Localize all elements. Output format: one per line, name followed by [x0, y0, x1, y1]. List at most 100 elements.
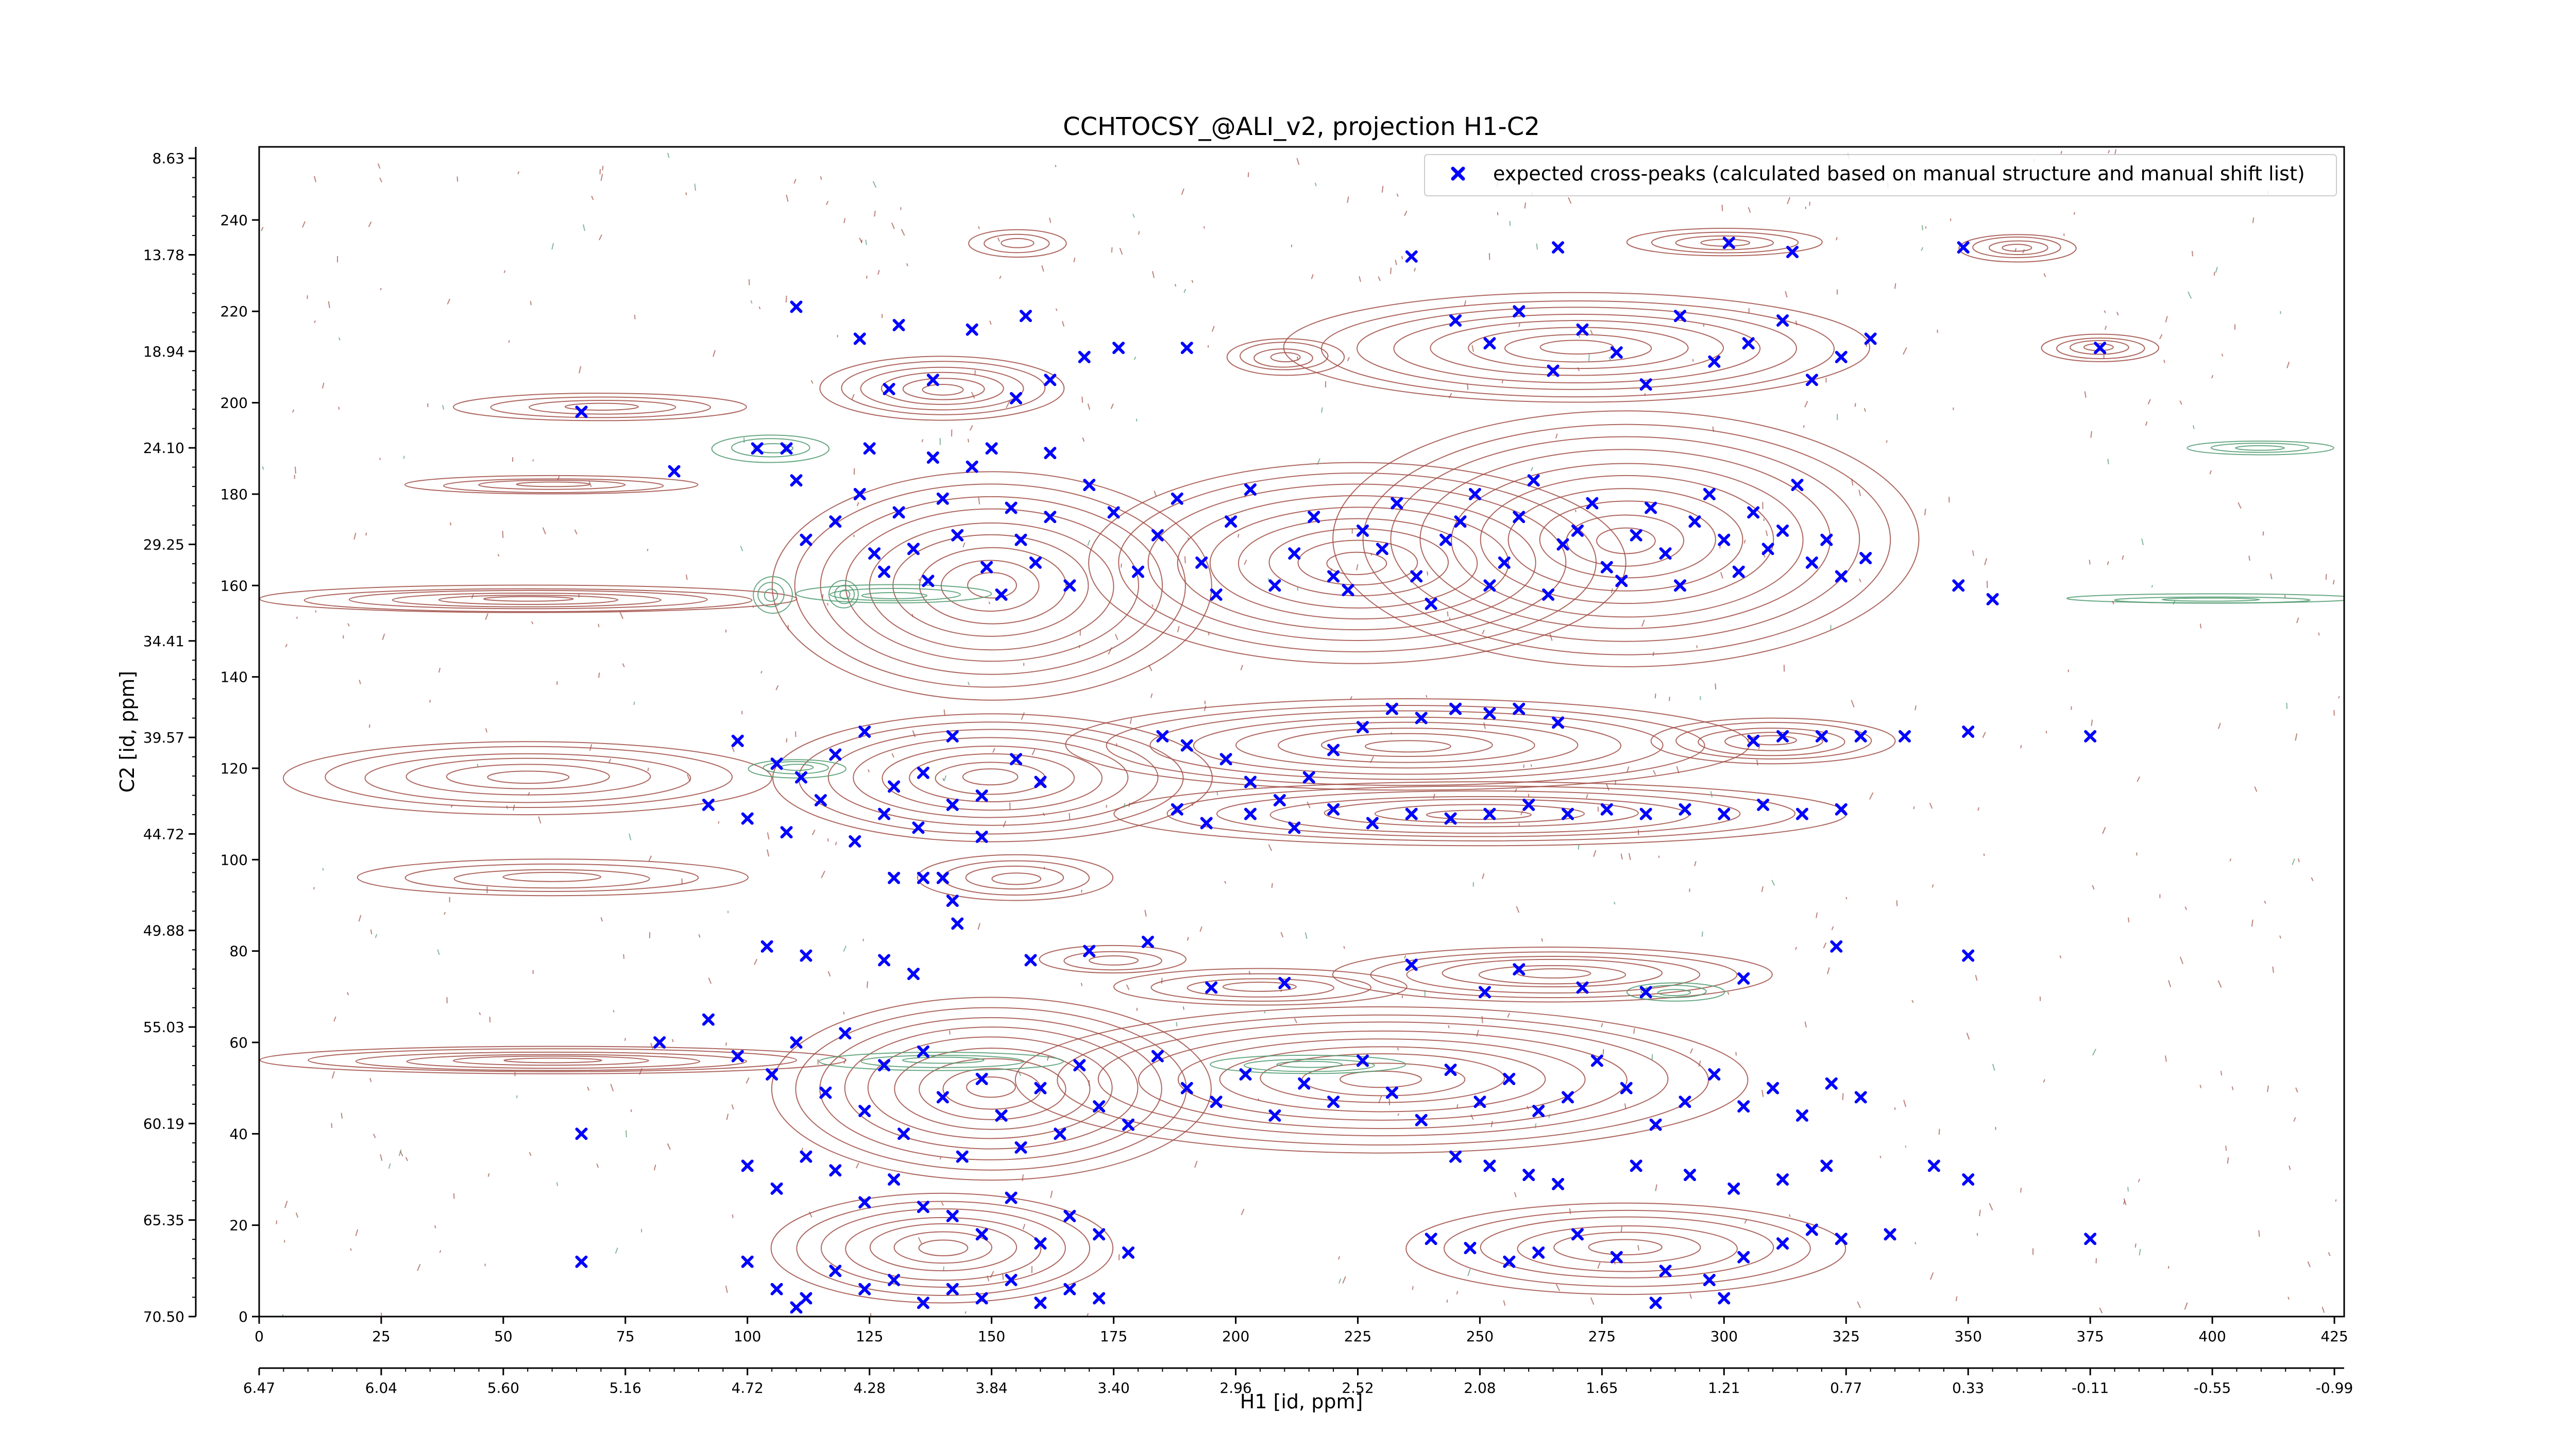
expected-peak-marker — [1576, 981, 1589, 994]
noise-speck — [694, 183, 697, 191]
noise-speck — [1132, 213, 1135, 218]
expected-peak-marker — [1679, 803, 1691, 816]
contour-ridge — [867, 1036, 1113, 1139]
noise-speck — [1527, 1105, 1529, 1110]
expected-peak-marker — [1405, 958, 1418, 971]
expected-peak-marker — [1737, 1251, 1750, 1263]
expected-peak-marker — [1703, 487, 1716, 500]
noise-speck — [918, 1237, 922, 1244]
expected-peak-marker — [1063, 1209, 1076, 1222]
x-axis-label: H1 [id, ppm] — [1240, 1390, 1363, 1413]
noise-speck — [1154, 491, 1157, 497]
noise-speck — [1913, 806, 1915, 810]
noise-speck — [1516, 906, 1520, 913]
contour-ridge — [820, 496, 1163, 675]
expected-peak-marker — [790, 474, 803, 487]
x-tick-label: 150 — [978, 1328, 1005, 1345]
noise-speck — [529, 1152, 532, 1156]
expected-peak-marker — [1586, 497, 1599, 510]
noise-speck — [2089, 560, 2091, 565]
expected-peak-marker — [1073, 1059, 1086, 1072]
noise-speck — [1414, 267, 1416, 272]
noise-speck — [1611, 588, 1613, 594]
expected-peak-marker — [1425, 1233, 1437, 1245]
noise-speck — [1448, 393, 1452, 398]
noise-speck — [1816, 912, 1818, 918]
noise-speck — [2238, 502, 2242, 509]
plot-area — [259, 147, 2344, 1317]
expected-peak-marker — [1415, 1114, 1428, 1126]
noise-speck — [1701, 931, 1703, 937]
contour-ridge — [909, 753, 1075, 802]
noise-speck — [2272, 966, 2274, 973]
noise-speck — [1006, 400, 1010, 408]
y-tick-label: 100 — [221, 851, 248, 868]
noise-speck — [1433, 794, 1435, 799]
contour-ridge — [502, 871, 602, 882]
noise-speck — [1601, 1023, 1603, 1027]
noise-speck — [1126, 984, 1130, 990]
noise-speck — [1338, 1278, 1342, 1284]
noise-speck — [758, 306, 761, 310]
noise-speck — [2165, 316, 2168, 323]
contour-ridge — [2002, 244, 2032, 252]
contour-ridge — [2041, 333, 2160, 362]
noise-speck — [2073, 212, 2076, 215]
noise-speck — [912, 730, 916, 737]
noise-speck — [1857, 1301, 1861, 1308]
noise-speck — [1271, 883, 1273, 888]
noise-speck — [1482, 629, 1485, 635]
noise-speck — [1003, 820, 1007, 828]
contour-ridge — [1724, 732, 1823, 751]
noise-speck — [970, 425, 973, 431]
contour-ridge — [1113, 968, 1408, 1006]
contour-negative — [764, 588, 778, 602]
expected-peak-marker — [1835, 1233, 1848, 1245]
noise-speck — [598, 624, 600, 628]
noise-speck — [1541, 938, 1543, 942]
noise-speck — [1555, 1284, 1561, 1291]
y-axis-label: C2 [id, ppm] — [116, 671, 139, 793]
contour-ridge — [1088, 462, 1626, 664]
expected-peak-marker — [1244, 776, 1257, 788]
noise-speck — [740, 546, 743, 551]
expected-peak-marker — [975, 1228, 988, 1241]
expected-peak-marker — [1180, 1082, 1193, 1094]
noise-speck — [551, 243, 554, 250]
expected-peak-marker — [922, 575, 935, 587]
expected-peak-marker — [1273, 794, 1286, 807]
contour-ridge — [446, 764, 610, 789]
noise-speck — [619, 612, 624, 619]
noise-speck — [1613, 901, 1616, 905]
contour-ridge — [1187, 978, 1334, 998]
noise-speck — [485, 728, 488, 733]
noise-speck — [2328, 1252, 2331, 1256]
contour-negative — [860, 1055, 1025, 1068]
noise-speck — [2267, 1085, 2269, 1092]
noise-speck — [1836, 237, 1838, 241]
noise-speck — [1720, 572, 1723, 579]
contour-ridge — [1364, 740, 1451, 753]
contour-ridge — [1596, 527, 1656, 554]
noise-speck — [941, 1202, 944, 1206]
x-tick-label: 200 — [1222, 1328, 1249, 1345]
contour-ridge — [984, 233, 1050, 254]
noise-speck — [331, 1123, 333, 1128]
expected-peak-marker — [1659, 1265, 1672, 1277]
expected-peak-marker — [1024, 954, 1037, 967]
x-tick-label: 225 — [1344, 1328, 1371, 1345]
noise-speck — [750, 300, 753, 304]
noise-speck — [1395, 260, 1397, 265]
expected-peak-marker — [770, 1283, 783, 1295]
x-ppm-tick-label: 2.96 — [1219, 1379, 1251, 1396]
noise-speck — [1605, 783, 1609, 791]
expected-peak-marker — [1639, 986, 1652, 999]
noise-speck — [748, 279, 750, 285]
noise-speck — [1710, 791, 1713, 798]
x-tick-label: 250 — [1466, 1328, 1494, 1345]
expected-peak-marker — [1122, 1118, 1135, 1131]
contour-ridge — [1517, 1225, 1738, 1272]
noise-speck — [2179, 400, 2182, 405]
contour-ridge — [919, 547, 1067, 625]
